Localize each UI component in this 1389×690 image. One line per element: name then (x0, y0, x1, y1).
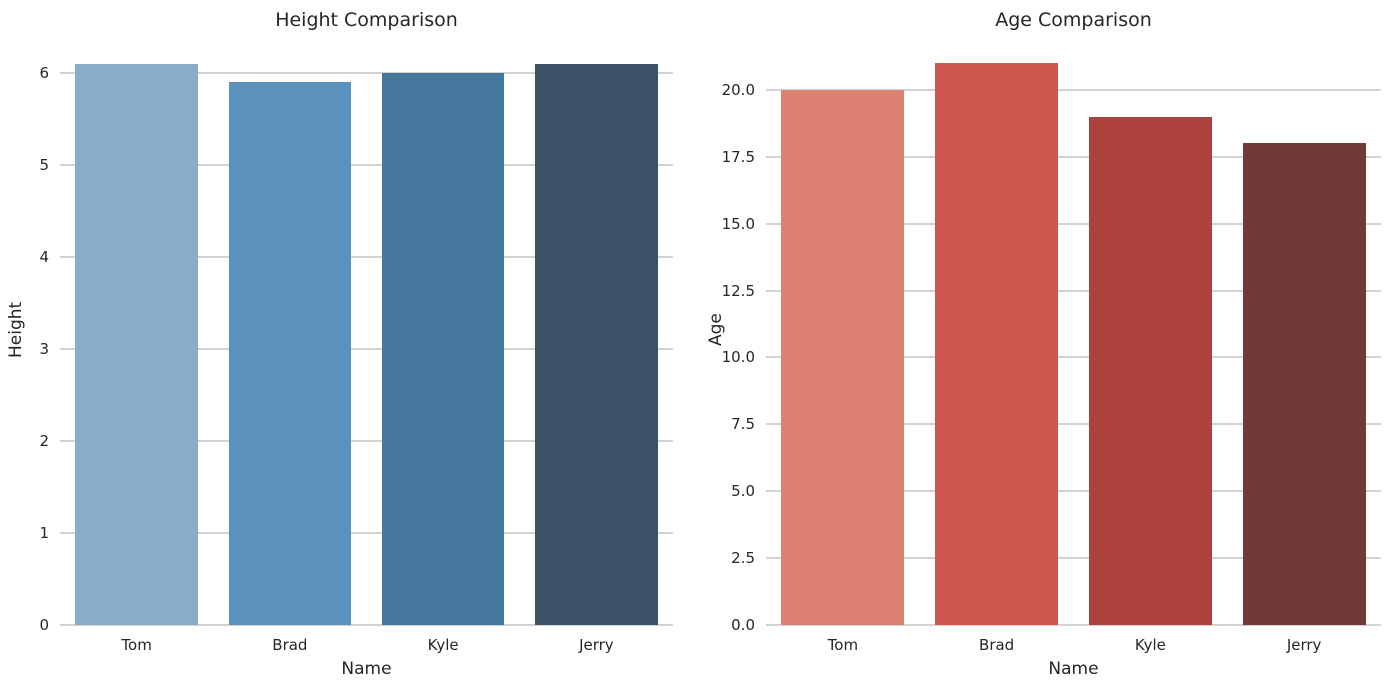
y-tick-label: 4 (39, 247, 49, 266)
gridline (60, 531, 673, 534)
gridline (60, 624, 673, 626)
gridline (766, 423, 1381, 426)
bar-brad (228, 81, 352, 625)
y-tick-label: 17.5 (721, 147, 755, 166)
bar-brad (935, 63, 1059, 625)
x-tick-label: Brad (979, 636, 1015, 654)
gridline (60, 439, 673, 442)
gridline (766, 155, 1381, 158)
x-tick-label: Tom (827, 636, 859, 654)
plot-area (60, 35, 673, 626)
x-axis-title: Name (1048, 659, 1099, 679)
gridline (60, 347, 673, 350)
y-tick-label: 20.0 (721, 80, 755, 99)
age-comparison-chart: Age Comparison Age 0.0 2.5 5.0 7.5 10.0 12.5 15.… (694, 0, 1389, 690)
x-tick-label: Kyle (427, 636, 459, 654)
y-tick-label: 5 (39, 155, 49, 174)
y-axis-title: Age (706, 313, 726, 347)
y-tick-label: 2 (39, 431, 49, 450)
y-tick-label: 0 (39, 616, 49, 634)
y-tick-label: 6 (39, 63, 49, 82)
x-tick-label: Jerry (579, 636, 614, 654)
chart-title: Height Comparison (275, 9, 458, 31)
gridline (766, 356, 1381, 359)
plot-area (766, 35, 1381, 626)
bar-tom (781, 89, 905, 625)
gridline (60, 255, 673, 258)
gridline (60, 71, 673, 74)
x-tick-label: Kyle (1134, 636, 1166, 654)
y-tick-label: 5.0 (731, 482, 755, 501)
bar-kyle (1088, 116, 1212, 625)
y-tick-label: 3 (39, 339, 49, 358)
y-tick-label: 0.0 (731, 616, 755, 634)
x-tick-label: Brad (272, 636, 308, 654)
bar-jerry (1242, 143, 1366, 625)
gridline (766, 88, 1381, 91)
gridline (766, 557, 1381, 560)
y-tick-label: 1 (39, 523, 49, 542)
gridline (766, 624, 1381, 626)
gridline (766, 289, 1381, 292)
gridline (60, 163, 673, 166)
chart-title: Age Comparison (995, 9, 1152, 31)
y-tick-label: 12.5 (721, 281, 755, 300)
x-axis-title: Name (341, 659, 392, 679)
y-tick-label: 7.5 (731, 415, 755, 434)
bar-jerry (535, 63, 658, 625)
height-comparison-chart: Height Comparison Height 0 1 2 3 4 5 6 Tom Brad Kyl… (0, 0, 694, 690)
bar-tom (75, 63, 198, 625)
y-tick-label: 2.5 (731, 549, 755, 568)
x-tick-label: Jerry (1286, 636, 1322, 654)
bar-kyle (381, 72, 505, 625)
x-tick-label: Tom (121, 636, 152, 654)
gridline (766, 490, 1381, 493)
y-tick-label: 10.0 (721, 348, 755, 367)
y-tick-label: 15.0 (721, 214, 755, 233)
gridline (766, 222, 1381, 225)
